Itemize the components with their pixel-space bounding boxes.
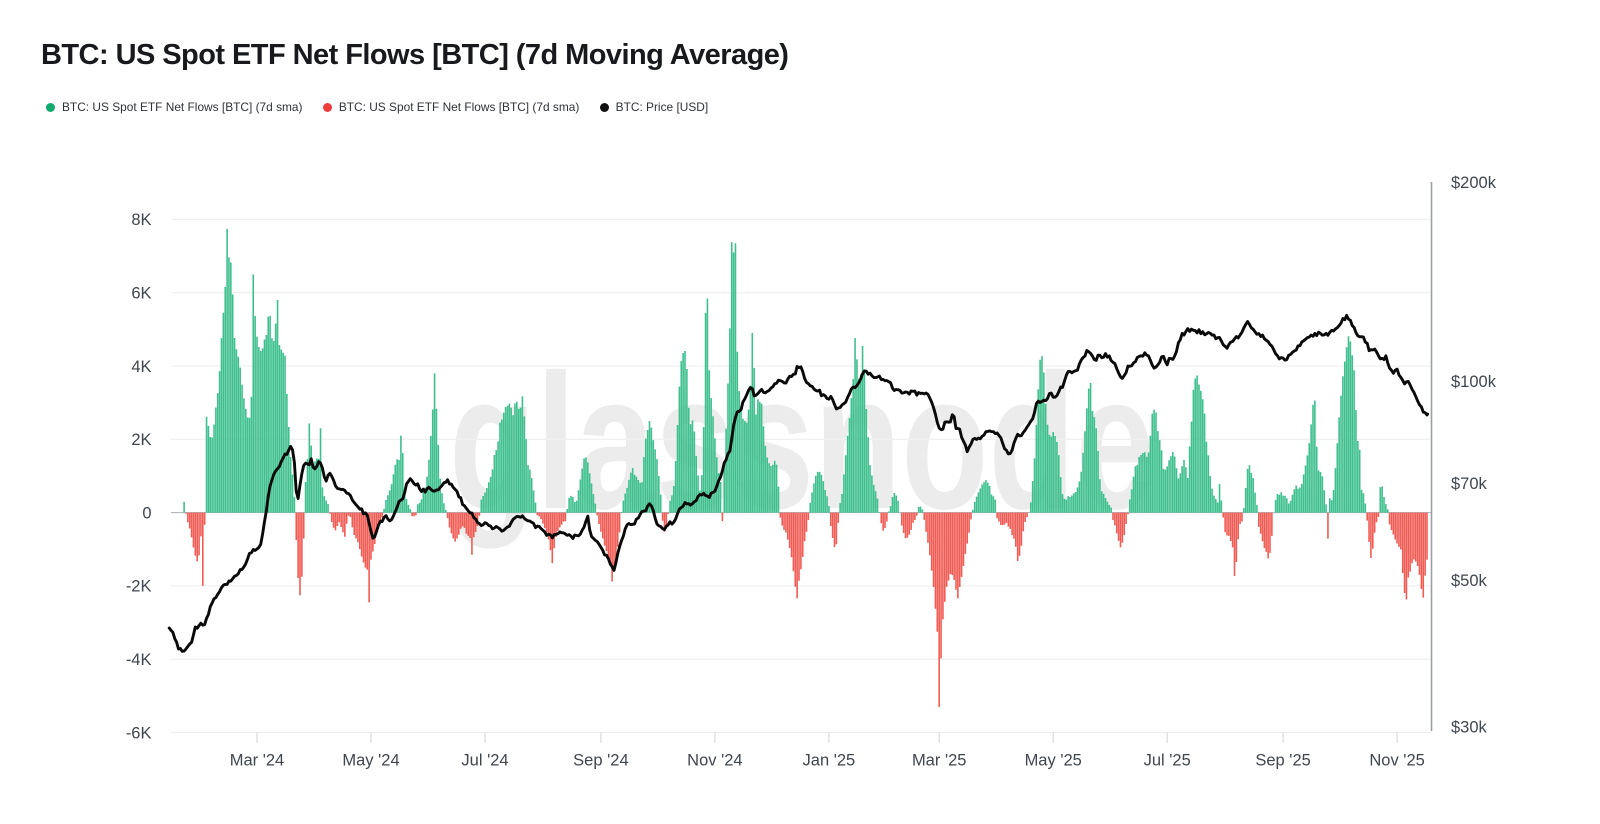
svg-text:Sep '25: Sep '25	[1255, 752, 1310, 770]
svg-text:$200k: $200k	[1451, 174, 1497, 192]
svg-text:-4K: -4K	[126, 651, 152, 669]
svg-text:May '25: May '25	[1025, 752, 1082, 770]
svg-text:6K: 6K	[131, 285, 151, 303]
svg-text:Mar '24: Mar '24	[230, 752, 285, 770]
svg-text:8K: 8K	[131, 211, 151, 229]
svg-text:Jul '24: Jul '24	[461, 752, 508, 770]
svg-text:Mar '25: Mar '25	[912, 752, 967, 770]
svg-text:$50k: $50k	[1451, 572, 1488, 590]
svg-text:4K: 4K	[131, 358, 151, 376]
svg-text:0: 0	[142, 504, 151, 522]
svg-text:Sep '24: Sep '24	[573, 752, 628, 770]
svg-text:$100k: $100k	[1451, 373, 1497, 391]
svg-text:-6K: -6K	[126, 724, 152, 742]
svg-text:-2K: -2K	[126, 578, 152, 596]
svg-text:May '24: May '24	[342, 752, 399, 770]
svg-text:$70k: $70k	[1451, 475, 1488, 493]
svg-text:Nov '25: Nov '25	[1369, 752, 1424, 770]
svg-text:$30k: $30k	[1451, 718, 1488, 736]
svg-text:Jul '25: Jul '25	[1144, 752, 1191, 770]
svg-text:2K: 2K	[131, 431, 151, 449]
svg-text:Nov '24: Nov '24	[687, 752, 742, 770]
svg-text:Jan '25: Jan '25	[803, 752, 856, 770]
